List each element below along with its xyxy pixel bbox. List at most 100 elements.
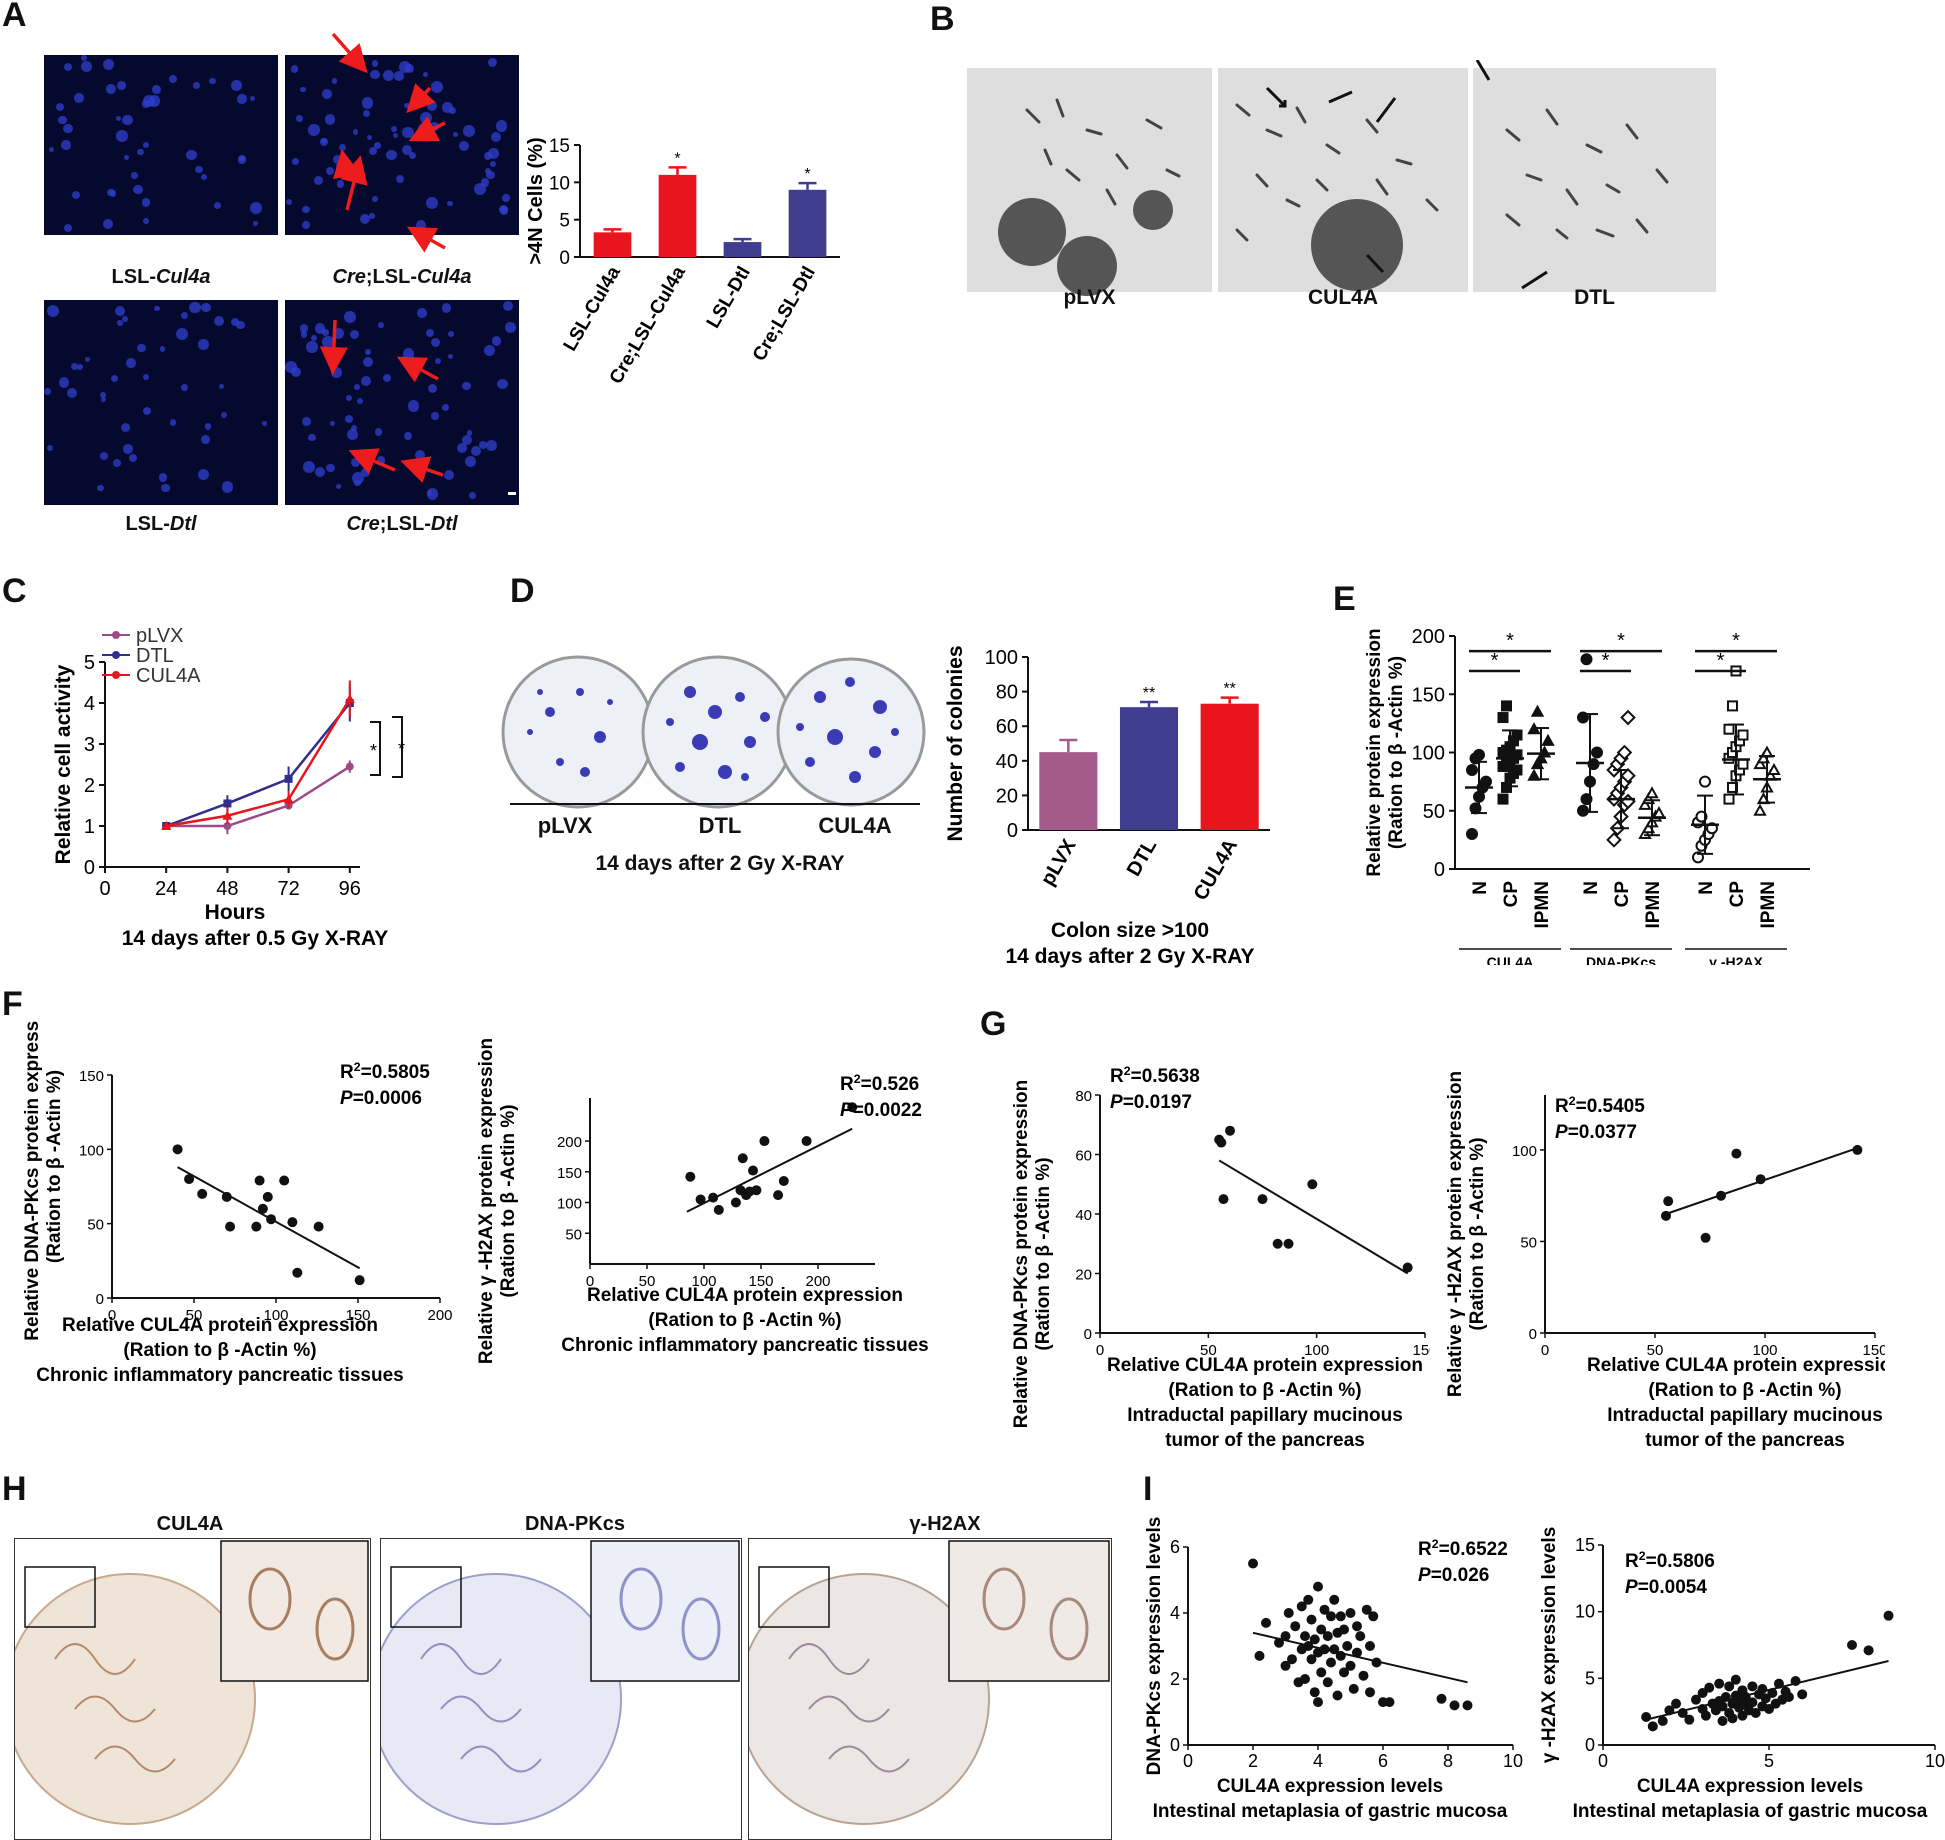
x-tick-label: 50: [639, 1273, 656, 1290]
y-tick-label: 10: [1575, 1602, 1595, 1622]
nucleus-dot: [443, 469, 455, 481]
data-point: [254, 1175, 265, 1186]
nucleus-dot: [502, 301, 513, 311]
fit-line: [1252, 1631, 1468, 1684]
nucleus-dot: [402, 127, 414, 139]
legend-label: pLVX: [136, 625, 183, 647]
nucleus-dot: [324, 113, 336, 125]
nucleus-dot: [360, 375, 372, 387]
nucleus-dot: [461, 434, 473, 446]
data-point: [1671, 1698, 1682, 1709]
nucleus-dot: [285, 361, 298, 374]
data-point: [172, 1144, 183, 1155]
data-point: [1753, 757, 1767, 770]
data-point: [1300, 1631, 1310, 1642]
nucleus-dot: [371, 60, 379, 68]
nucleus-dot: [363, 109, 371, 117]
y-axis-title: γ -H2AX expression levels: [1539, 1527, 1560, 1764]
data-point: [1699, 775, 1711, 788]
data-point: [1280, 1660, 1291, 1671]
nucleus-dot: [300, 331, 307, 338]
data-point: [1638, 797, 1652, 810]
data-point: [221, 1191, 232, 1202]
nucleus-dot: [116, 319, 123, 326]
nucleus-dot: [386, 149, 397, 160]
data-point: [1218, 1194, 1229, 1205]
data-point: [1480, 775, 1492, 788]
nucleus-dot: [252, 220, 259, 227]
nucleus-dot: [64, 63, 73, 72]
panel-label-g: G: [980, 1005, 1007, 1043]
x-tick-label: 48: [216, 878, 238, 900]
nucleus-dot: [426, 488, 439, 500]
nucleus-dot: [131, 172, 138, 179]
nucleus-dot: [47, 304, 60, 317]
data-point: [1272, 1238, 1283, 1249]
data-point: [251, 1221, 262, 1232]
data-point: [1497, 712, 1509, 724]
nucleus-dot: [497, 378, 508, 390]
data-point: [1647, 1721, 1658, 1732]
plate-label-dtl: DTL: [698, 813, 742, 838]
nucleus-dot: [100, 392, 107, 399]
nucleus-dot: [431, 412, 439, 420]
x-tick-label: CP: [1501, 881, 1522, 908]
caption-lsl-cul4a: LSL-Cul4a: [111, 266, 211, 288]
nucleus-dot: [126, 358, 136, 368]
nucleus-dot: [425, 328, 435, 337]
data-point: [1473, 748, 1485, 761]
y-tick-label: 0: [1434, 859, 1445, 881]
nucleus-dot: [321, 328, 329, 336]
data-point: [847, 1102, 858, 1113]
y-tick-label: 1: [84, 816, 95, 838]
data-point: [751, 1185, 762, 1196]
x-tick-label: 8: [1443, 1751, 1453, 1771]
y-tick-label: 6: [1170, 1537, 1180, 1557]
data-point: [1368, 1611, 1379, 1622]
data-point: [1466, 828, 1478, 841]
x-tick-label: pLVX: [1037, 835, 1081, 890]
data-point: [1530, 704, 1545, 717]
nucleus-dot: [488, 148, 499, 159]
data-point: [279, 1175, 290, 1186]
nucleus-dot: [325, 463, 335, 473]
y-tick-label: 100: [1512, 1143, 1537, 1160]
nucleus-dot: [408, 400, 420, 412]
data-point: [283, 794, 294, 804]
nucleus-dot: [427, 383, 437, 393]
data-point: [1306, 1614, 1317, 1625]
data-point: [1723, 793, 1735, 805]
x-tick-label: LSL-Cul4a: [560, 263, 625, 355]
y-tick-label: 0: [84, 857, 95, 879]
y-axis-title-2: (Ration to β -Actin %): [1033, 1157, 1054, 1350]
nucleus-dot: [102, 59, 115, 71]
x-tick-label: 5: [1764, 1751, 1774, 1771]
nucleus-dot: [354, 383, 360, 390]
x-axis-title-2: (Ration to β -Actin %): [123, 1340, 316, 1361]
r-squared-annotation: R2=0.5638: [1110, 1064, 1200, 1087]
plate-label-plvx: pLVX: [537, 813, 593, 838]
y-axis-title: Relative cell activity: [52, 664, 75, 864]
x-tick-label: 100: [691, 1273, 716, 1290]
nucleus-dot: [374, 142, 382, 149]
nucleus-dot: [137, 149, 144, 156]
x-tick-label: 96: [339, 878, 361, 900]
y-tick-label: 0: [1084, 1326, 1092, 1343]
nucleus-dot: [463, 125, 476, 138]
y-tick-label: 3: [84, 734, 95, 756]
chart-caption: Chronic inflammatory pancreatic tissues: [561, 1335, 928, 1356]
nucleus-dot: [314, 323, 326, 334]
nucleus-dot: [99, 452, 109, 461]
data-point: [1216, 1137, 1227, 1148]
data-point: [1290, 1621, 1301, 1632]
y-tick-label: 15: [1575, 1535, 1595, 1555]
r-squared-annotation: R2=0.526: [840, 1072, 919, 1095]
panel-label-i: I: [1143, 1470, 1153, 1508]
chart-caption: Intraductal papillary mucinous: [1607, 1405, 1883, 1426]
nucleus-dot: [237, 155, 247, 164]
y-axis-title: Relative γ -H2AX protein expression: [476, 1038, 497, 1364]
nucleus-dot: [374, 428, 383, 436]
nucleus-dot: [249, 95, 256, 102]
nucleus-dot: [302, 417, 311, 426]
x-axis-title-2: (Ration to β -Actin %): [648, 1310, 841, 1331]
